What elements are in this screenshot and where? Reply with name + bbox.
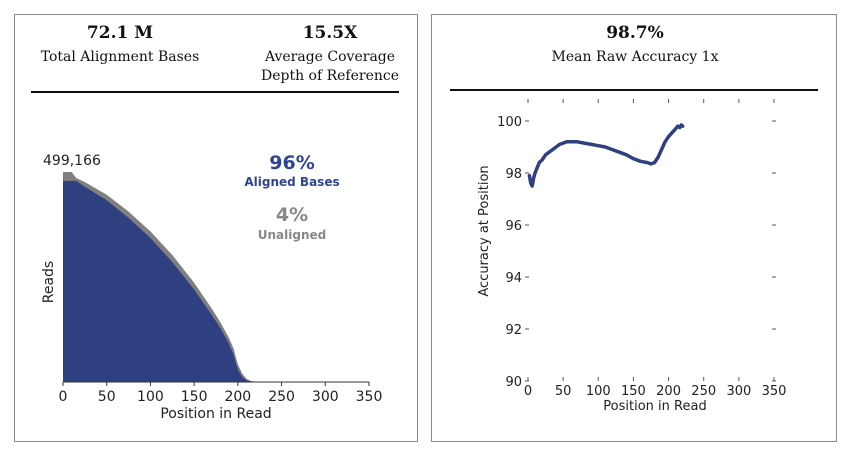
x-tick-label: 0 xyxy=(524,384,532,399)
unaligned-percent: 4% xyxy=(276,204,308,226)
y-axis-label: Reads xyxy=(41,261,57,303)
average-coverage-label-line1: Average Coverage xyxy=(264,49,396,65)
y-tick-label: 90 xyxy=(505,375,522,390)
x-tick-label: 350 xyxy=(762,384,787,399)
x-tick-label: 250 xyxy=(691,384,716,399)
total-alignment-bases-label: Total Alignment Bases xyxy=(40,49,200,65)
x-tick-label: 150 xyxy=(181,389,208,405)
header-divider xyxy=(450,89,818,91)
x-axis-label: Position in Read xyxy=(160,406,271,422)
x-tick-label: 0 xyxy=(59,389,68,405)
y-max-label: 499,166 xyxy=(43,153,101,169)
aligned-area xyxy=(63,180,369,382)
y-tick-label: 92 xyxy=(505,323,522,338)
coverage-chart: 0 50 100 150 200 250 300 350 Position in Read Rea… xyxy=(41,152,383,422)
x-tick-label: 300 xyxy=(312,389,339,405)
total-alignment-bases-value: 72.1 M xyxy=(86,23,154,43)
x-tick-label: 100 xyxy=(586,384,611,399)
x-tick-label: 250 xyxy=(268,389,295,405)
x-tick-label: 150 xyxy=(621,384,646,399)
coverage-panel: 72.1 M Total Alignment Bases 15.5X Avera… xyxy=(14,14,418,442)
accuracy-panel: 98.7% Mean Raw Accuracy 1x 90 92 94 96 98 100… xyxy=(431,14,837,442)
header-divider xyxy=(31,91,399,93)
y-axis-label: Accuracy at Position xyxy=(477,165,492,296)
y-tick-label: 98 xyxy=(505,167,522,182)
mean-raw-accuracy-label: Mean Raw Accuracy 1x xyxy=(551,49,719,65)
aligned-label: Aligned Bases xyxy=(244,175,339,189)
x-tick-label: 200 xyxy=(656,384,681,399)
average-coverage-value: 15.5X xyxy=(302,23,358,43)
y-tick-label: 94 xyxy=(505,271,522,286)
x-tick-label: 350 xyxy=(356,389,383,405)
x-axis-label: Position in Read xyxy=(603,399,706,414)
accuracy-line xyxy=(527,123,685,188)
y-tick-label: 100 xyxy=(497,115,522,130)
average-coverage-label-line2: Depth of Reference xyxy=(260,68,400,84)
x-tick-label: 50 xyxy=(98,389,116,405)
x-tick-label: 50 xyxy=(555,384,572,399)
accuracy-chart: 90 92 94 96 98 100 0 50 100 150 200 250 300 350 Positi… xyxy=(477,99,787,414)
unaligned-label: Unaligned xyxy=(258,228,326,242)
aligned-percent: 96% xyxy=(269,152,314,174)
mean-raw-accuracy-value: 98.7% xyxy=(606,23,664,43)
x-tick-label: 200 xyxy=(224,389,251,405)
x-tick-label: 300 xyxy=(726,384,751,399)
y-tick-label: 96 xyxy=(505,219,522,234)
x-tick-label: 100 xyxy=(137,389,164,405)
